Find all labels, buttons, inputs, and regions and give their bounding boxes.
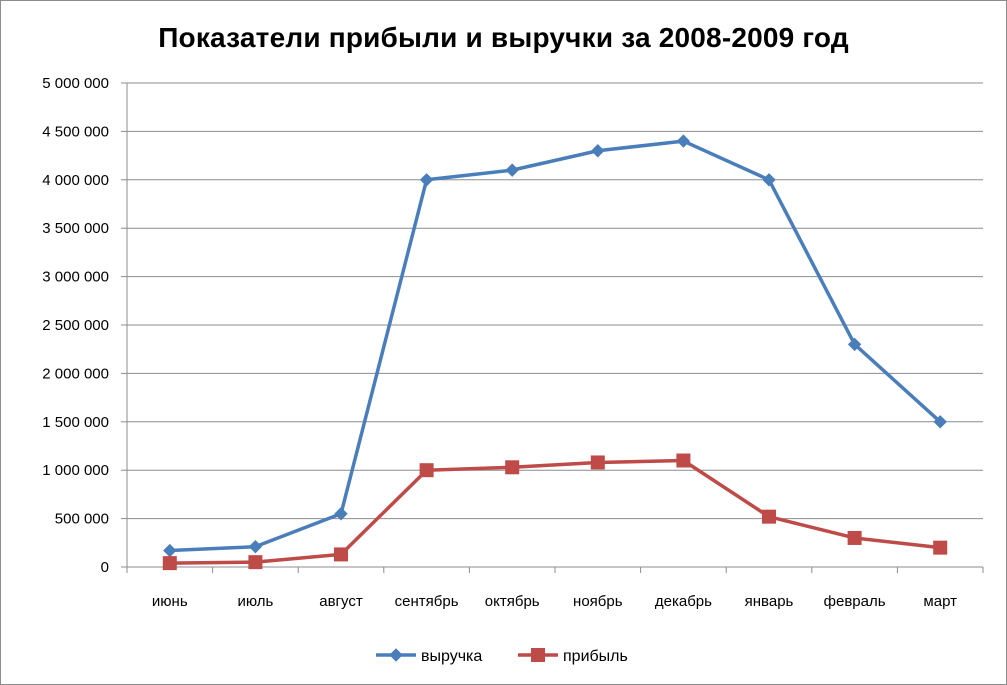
data-point — [933, 540, 948, 555]
y-tick-label: 3 500 000 — [42, 220, 109, 237]
data-point — [419, 173, 434, 187]
data-point — [334, 547, 348, 562]
data-point — [591, 144, 605, 158]
y-tick-label: 5 000 000 — [42, 75, 109, 92]
y-tick-label: 1 000 000 — [42, 462, 109, 479]
x-tick-label: декабрь — [655, 593, 712, 610]
series-line — [168, 139, 942, 553]
x-tick-label: июль — [237, 593, 273, 610]
data-point — [933, 415, 947, 429]
x-tick-label: февраль — [824, 593, 886, 610]
legend: выручка прибыль — [376, 648, 628, 665]
x-tick-label: ноябрь — [573, 593, 623, 610]
y-tick-label: 1 500 000 — [42, 414, 109, 431]
y-tick-label: 2 000 000 — [42, 365, 109, 382]
legend-label: прибыль — [563, 648, 628, 665]
y-tick-label: 4 500 000 — [42, 123, 109, 140]
y-tick-label: 500 000 — [55, 511, 109, 528]
gridlines — [127, 82, 983, 568]
legend-item-2: прибыль — [518, 648, 628, 665]
legend-marker — [531, 648, 545, 662]
data-point — [676, 134, 691, 148]
data-point — [762, 173, 776, 187]
x-axis: июнь июль август сентябрь октябрь ноябрь декаб… — [126, 567, 984, 610]
y-axis: 0 500 000 1 000 000 1 500 000 2 000 000 2 500… — [42, 75, 128, 576]
x-tick-label: март — [923, 593, 957, 610]
y-tick-label: 0 — [101, 559, 109, 576]
series-2 — [162, 453, 948, 571]
series-line — [168, 458, 942, 565]
data-point — [847, 337, 862, 352]
y-tick-label: 2 500 000 — [42, 317, 109, 334]
x-tick-label: июнь — [152, 593, 188, 610]
y-tick-label: 3 000 000 — [42, 269, 109, 286]
data-point — [163, 543, 177, 558]
chart-title: Показатели прибыли и выручки за 2008-200… — [158, 22, 849, 53]
data-point — [505, 163, 519, 177]
series-layer — [162, 134, 948, 571]
data-point — [676, 453, 691, 468]
legend-marker — [389, 648, 403, 662]
data-point — [248, 539, 263, 554]
data-point — [334, 507, 348, 521]
legend-label: выручка — [421, 648, 482, 665]
x-tick-label: август — [319, 593, 363, 610]
y-tick-label: 4 000 000 — [42, 172, 109, 189]
legend-item-1: выручка — [376, 648, 482, 665]
x-tick-label: сентябрь — [395, 593, 459, 610]
data-point — [419, 463, 434, 478]
data-point — [505, 460, 520, 475]
data-point — [248, 555, 263, 570]
data-point — [847, 530, 862, 545]
x-tick-label: январь — [745, 593, 794, 610]
data-point — [762, 509, 776, 524]
x-tick-label: октябрь — [485, 593, 540, 610]
data-point — [162, 556, 177, 571]
series-1 — [163, 134, 947, 558]
data-point — [590, 455, 605, 470]
